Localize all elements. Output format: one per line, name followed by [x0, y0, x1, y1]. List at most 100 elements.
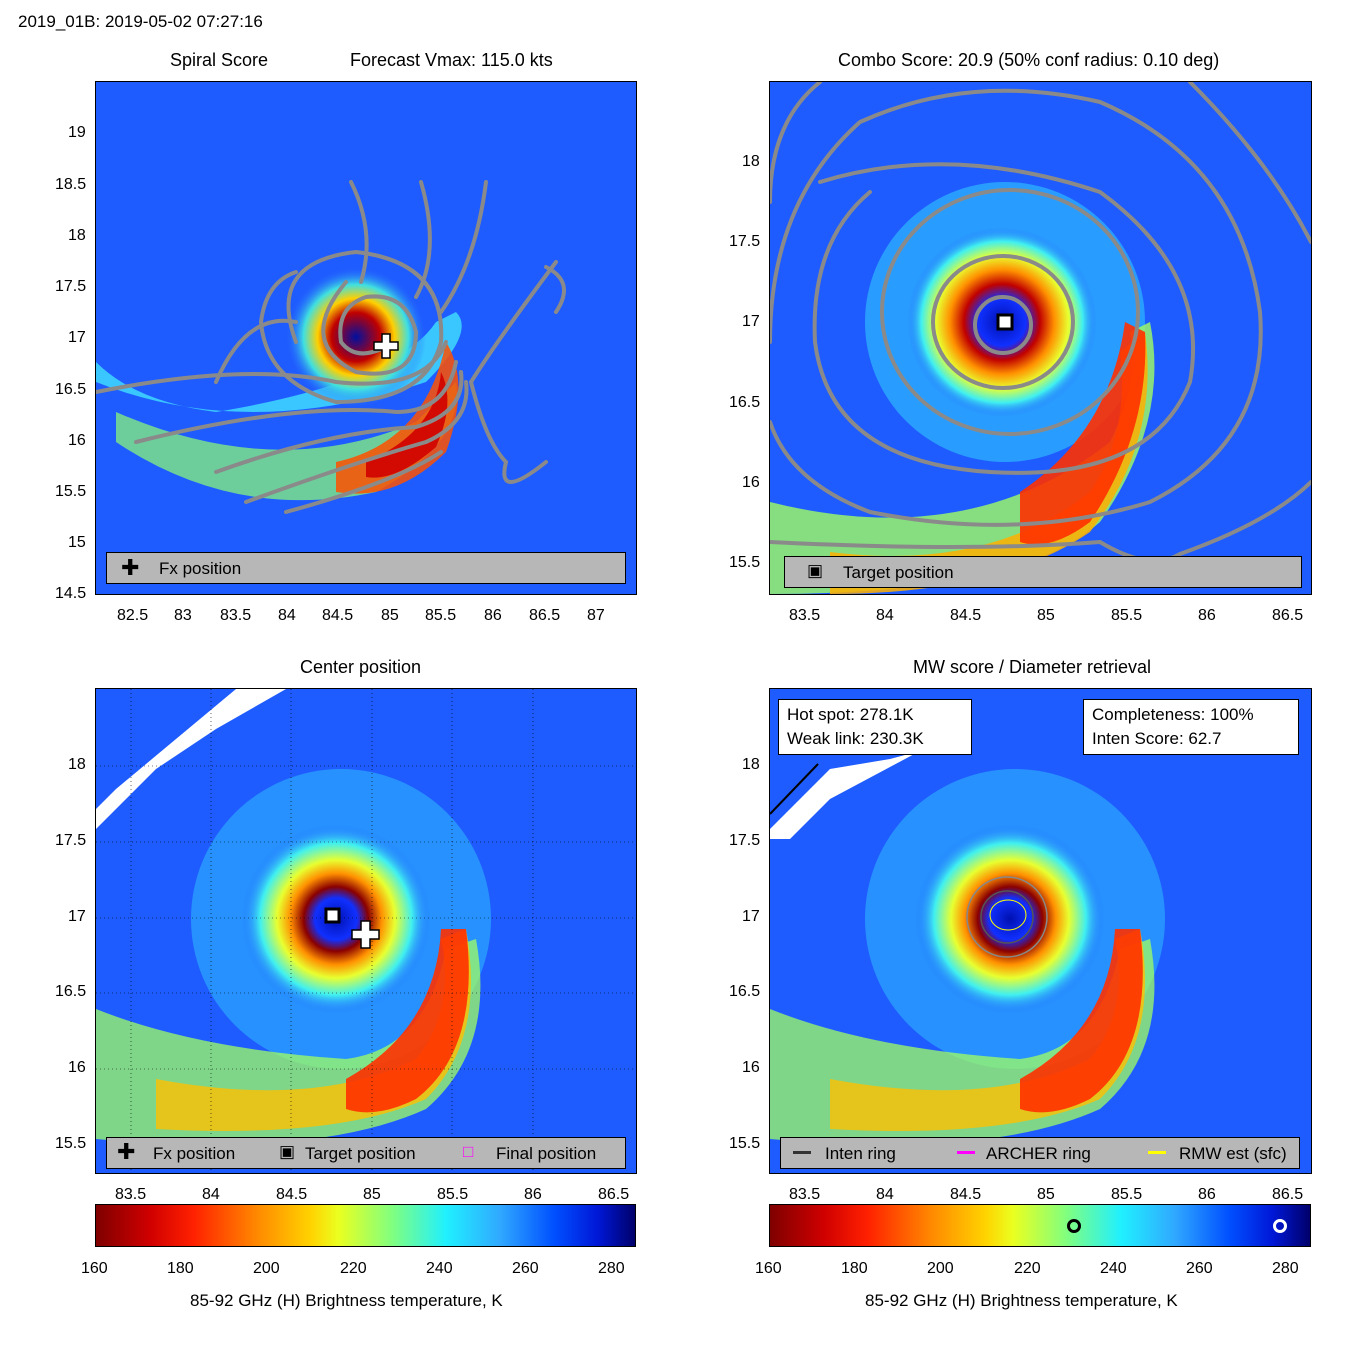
archer-ring-swatch	[957, 1151, 975, 1154]
target-legend-label: Target position	[305, 1144, 416, 1163]
tick-label: 85	[363, 1186, 381, 1203]
tick-label: 18.5	[55, 176, 87, 193]
tick-label: 86	[1198, 1186, 1216, 1203]
tick-label: 15.5	[55, 483, 87, 500]
tick-label: 84.5	[950, 607, 982, 624]
tick-label: 83.5	[789, 607, 821, 624]
fx-position-marker	[373, 333, 399, 359]
tick-label: 84	[876, 1186, 894, 1203]
fx-legend-label: Fx position	[153, 1144, 236, 1163]
tick-label: 200	[927, 1260, 954, 1277]
combo-score-plot: ▣ Target position	[769, 81, 1312, 595]
tick-label: 85	[381, 607, 399, 624]
completeness-box: Completeness: 100% Inten Score: 62.7	[1083, 699, 1299, 755]
tick-label: 86.5	[598, 1186, 630, 1203]
center-legend: ✚ Fx position ▣ Target position □ Final …	[106, 1137, 626, 1169]
tick-label: 17	[68, 908, 86, 925]
completeness-value: Completeness: 100%	[1092, 705, 1254, 724]
tick-label: 16.5	[729, 394, 761, 411]
weak-link-value: Weak link: 230.3K	[787, 729, 924, 748]
tick-label: 240	[426, 1260, 453, 1277]
final-legend-icon: □	[463, 1142, 474, 1161]
hot-spot-value: Hot spot: 278.1K	[787, 705, 914, 724]
tick-label: 220	[1014, 1260, 1041, 1277]
tick-label: 83	[174, 607, 192, 624]
tick-label: 18	[68, 756, 86, 773]
tick-label: 14.5	[55, 585, 87, 602]
tick-label: 280	[598, 1260, 625, 1277]
tick-label: 85.5	[1111, 1186, 1143, 1203]
tick-label: 86	[484, 607, 502, 624]
mw-score-plot: Hot spot: 278.1K Weak link: 230.3K Compl…	[769, 688, 1312, 1174]
tick-label: 87	[587, 607, 605, 624]
tick-label: 86	[1198, 607, 1216, 624]
tick-label: 85	[1037, 607, 1055, 624]
tick-label: 82.5	[117, 607, 149, 624]
rmw-est-label: RMW est (sfc)	[1179, 1144, 1287, 1163]
tick-label: 86.5	[1272, 1186, 1304, 1203]
fx-legend-icon: ✚	[117, 1139, 136, 1164]
weak-link-marker	[1066, 1219, 1081, 1233]
tick-label: 16	[742, 474, 760, 491]
hotspot-box: Hot spot: 278.1K Weak link: 230.3K	[778, 699, 972, 755]
center-title: Center position	[300, 657, 422, 677]
tick-label: 84.5	[950, 1186, 982, 1203]
spiral-legend: ✚ Fx position	[106, 552, 626, 584]
archer-ring-label: ARCHER ring	[986, 1144, 1091, 1163]
fx-legend-label: Fx position	[159, 559, 242, 578]
tick-label: 83.5	[220, 607, 252, 624]
mw-colorbar-label: 85-92 GHz (H) Brightness temperature, K	[865, 1291, 1178, 1310]
tick-label: 200	[253, 1260, 280, 1277]
tick-label: 16	[742, 1059, 760, 1076]
tick-label: 18	[742, 756, 760, 773]
tick-label: 18	[68, 227, 86, 244]
tick-label: 85.5	[1111, 607, 1143, 624]
center-colorbar-label: 85-92 GHz (H) Brightness temperature, K	[190, 1291, 503, 1310]
center-position-plot: ✚ Fx position ▣ Target position □ Final …	[95, 688, 637, 1174]
tick-label: 15.5	[55, 1135, 87, 1152]
fx-position-marker	[351, 920, 380, 949]
tick-label: 17.5	[729, 832, 761, 849]
tick-label: 260	[512, 1260, 539, 1277]
spiral-title: Spiral Score	[170, 50, 269, 70]
tick-label: 86.5	[529, 607, 561, 624]
tick-label: 160	[755, 1260, 782, 1277]
fx-legend-icon: ✚	[121, 555, 140, 580]
target-position-marker	[324, 907, 341, 924]
tick-label: 16	[68, 432, 86, 449]
tick-label: 83.5	[115, 1186, 147, 1203]
tick-label: 85.5	[425, 607, 457, 624]
tick-label: 160	[81, 1260, 108, 1277]
rmw-est-swatch	[1148, 1151, 1166, 1154]
inten-score-value: Inten Score: 62.7	[1092, 729, 1222, 748]
combo-title: Combo Score: 20.9 (50% conf radius: 0.10…	[838, 50, 1220, 70]
tick-label: 17	[68, 329, 86, 346]
tick-label: 84	[278, 607, 296, 624]
tick-label: 16.5	[55, 983, 87, 1000]
final-legend-label: Final position	[496, 1144, 597, 1163]
tick-label: 180	[167, 1260, 194, 1277]
mw-colorbar	[769, 1204, 1311, 1247]
tick-label: 15.5	[729, 1135, 761, 1152]
tick-label: 17.5	[55, 278, 87, 295]
tick-label: 86	[524, 1186, 542, 1203]
inten-ring-swatch	[793, 1151, 811, 1154]
tick-label: 17	[742, 313, 760, 330]
storm-time-header: 2019_01B: 2019-05-02 07:27:16	[18, 12, 263, 31]
tick-label: 84	[202, 1186, 220, 1203]
combo-legend: ▣ Target position	[784, 556, 1302, 588]
tick-label: 84.5	[322, 607, 354, 624]
tick-label: 83.5	[789, 1186, 821, 1203]
tick-label: 85	[1037, 1186, 1055, 1203]
tick-label: 85.5	[437, 1186, 469, 1203]
inten-ring-label: Inten ring	[825, 1144, 896, 1163]
tick-label: 86.5	[1272, 607, 1304, 624]
spiral-score-plot: ✚ Fx position	[95, 81, 637, 595]
tick-label: 220	[340, 1260, 367, 1277]
target-legend-icon: ▣	[279, 1142, 296, 1161]
tick-label: 15.5	[729, 554, 761, 571]
tick-label: 17	[742, 908, 760, 925]
tick-label: 17.5	[729, 233, 761, 250]
tick-label: 18	[742, 153, 760, 170]
target-position-marker	[996, 313, 1014, 331]
